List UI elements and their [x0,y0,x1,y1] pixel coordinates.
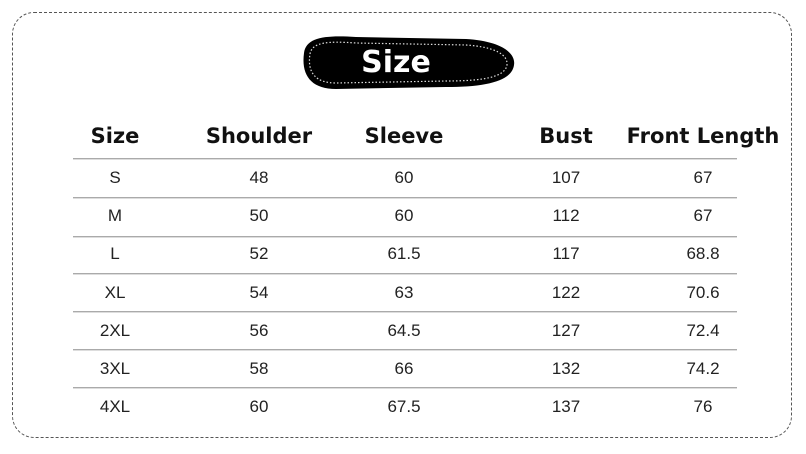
table-cell: 60 [394,168,414,187]
table-cell: 68.8 [686,244,720,264]
table-cell: 127 [551,320,581,340]
table-cell: 2XL [99,320,131,340]
table-cell: 76 [693,397,713,417]
table-cell: 48 [249,168,269,187]
row-divider [73,311,737,312]
row-divider [73,273,737,274]
table-cell: 107 [551,168,581,187]
table-cell: 54 [249,282,269,302]
table-cell: 64.5 [387,320,421,340]
table-cell: 56 [249,320,269,340]
size-badge: Size [296,33,516,91]
column-header: Sleeve [364,124,444,148]
table-cell: 74.2 [686,359,720,378]
row-divider [73,197,737,198]
table-cell: 63 [394,282,414,302]
table-cell: 122 [551,282,581,302]
column-header: Shoulder [205,124,313,148]
table-cell: 70.6 [686,282,720,302]
table-cell: 137 [551,397,581,417]
row-divider [73,236,737,237]
table-cell: 67.5 [387,397,421,417]
column-header: Front Length [626,124,780,148]
table-cell: 60 [249,397,269,417]
badge-title: Size [361,45,431,80]
table-cell: 61.5 [387,244,421,264]
dashed-frame [12,12,792,438]
table-cell: 3XL [99,359,131,378]
table-cell: 67 [693,168,713,187]
table-cell: 50 [249,206,269,226]
table-cell: 58 [249,359,269,378]
table-cell: 4XL [99,397,131,417]
badge-shape [303,36,515,89]
row-divider [73,387,737,388]
column-header: Size [90,124,140,148]
table-cell: 132 [551,359,581,378]
row-divider [73,349,737,350]
table-cell: 112 [552,206,580,226]
table-cell: S [109,168,121,187]
row-divider [73,158,737,159]
table-cell: 60 [394,206,414,226]
table-cell: 67 [693,206,713,226]
table-cell: M [107,206,123,226]
table-cell: 117 [552,244,580,264]
table-cell: 52 [249,244,269,264]
column-header: Bust [539,124,593,148]
table-cell: 72.4 [686,320,720,340]
table-cell: XL [104,282,126,302]
table-cell: 66 [394,359,414,378]
table-cell: L [110,244,120,264]
